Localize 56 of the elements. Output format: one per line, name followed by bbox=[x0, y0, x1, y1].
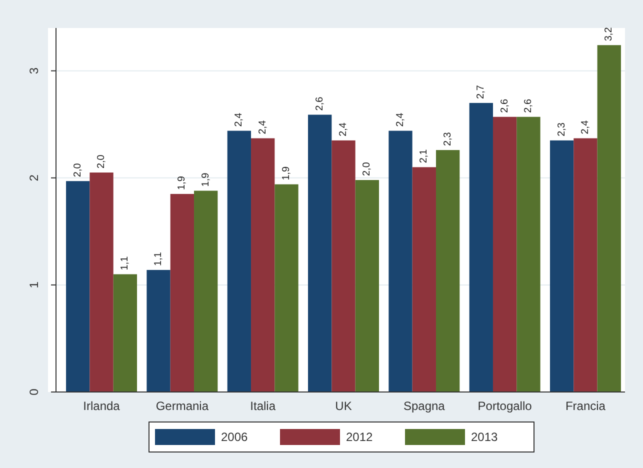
bar bbox=[194, 190, 218, 392]
bar bbox=[516, 116, 540, 392]
bar bbox=[436, 150, 460, 392]
data-label: 3,2 bbox=[604, 26, 615, 42]
bar bbox=[550, 140, 574, 392]
bar bbox=[170, 194, 194, 392]
data-label: 2,4 bbox=[338, 122, 349, 136]
bar bbox=[113, 274, 138, 392]
x-tick-label: Irlanda bbox=[83, 399, 120, 413]
bar bbox=[332, 140, 356, 392]
data-label: 2,4 bbox=[234, 112, 245, 127]
x-tick-label: Italia bbox=[250, 399, 276, 413]
y-tick-label: 0 bbox=[27, 388, 41, 396]
data-label: 1,1 bbox=[153, 252, 164, 266]
bar bbox=[227, 130, 252, 392]
data-label: 1,9 bbox=[200, 172, 212, 187]
x-tick-label: Spagna bbox=[403, 399, 446, 413]
data-label: 1,9 bbox=[176, 176, 188, 190]
bar bbox=[308, 114, 332, 392]
bar bbox=[597, 45, 621, 392]
x-tick-label: Portogallo bbox=[478, 399, 532, 413]
data-label: 2,0 bbox=[72, 162, 84, 178]
bar bbox=[90, 172, 114, 392]
bar bbox=[388, 130, 412, 392]
bar bbox=[66, 181, 90, 392]
data-label: 2,1 bbox=[418, 148, 430, 164]
bar bbox=[146, 270, 170, 392]
legend-label: 2006 bbox=[221, 430, 248, 444]
data-label: 2,4 bbox=[395, 112, 406, 127]
y-tick-label: 1 bbox=[27, 281, 41, 288]
data-label: 2,7 bbox=[476, 84, 487, 99]
legend-label: 2013 bbox=[471, 430, 498, 444]
legend-label: 2012 bbox=[346, 430, 374, 444]
data-label: 2,4 bbox=[257, 120, 268, 134]
x-tick-label: UK bbox=[335, 399, 352, 413]
y-tick-label: 3 bbox=[27, 67, 41, 74]
bar bbox=[412, 167, 436, 392]
data-label: 2,6 bbox=[314, 96, 326, 111]
data-label: 1,9 bbox=[281, 166, 292, 180]
x-tick-label: Francia bbox=[565, 399, 606, 413]
data-label: 2,3 bbox=[556, 122, 568, 136]
y-tick-label: 2 bbox=[27, 174, 41, 182]
data-label: 2,0 bbox=[96, 154, 108, 169]
bar bbox=[469, 102, 493, 392]
bar bbox=[355, 180, 379, 392]
data-label: 1,1 bbox=[120, 256, 131, 270]
bar bbox=[492, 116, 517, 392]
bar bbox=[274, 184, 298, 392]
data-label: 2,6 bbox=[522, 98, 534, 113]
data-label: 2,3 bbox=[442, 132, 454, 146]
data-label: 2,6 bbox=[499, 98, 510, 113]
bar bbox=[574, 138, 598, 392]
bar bbox=[251, 138, 275, 392]
x-tick-label: Germania bbox=[156, 399, 209, 413]
data-label: 2,0 bbox=[362, 162, 373, 176]
data-label: 2,4 bbox=[580, 120, 591, 134]
